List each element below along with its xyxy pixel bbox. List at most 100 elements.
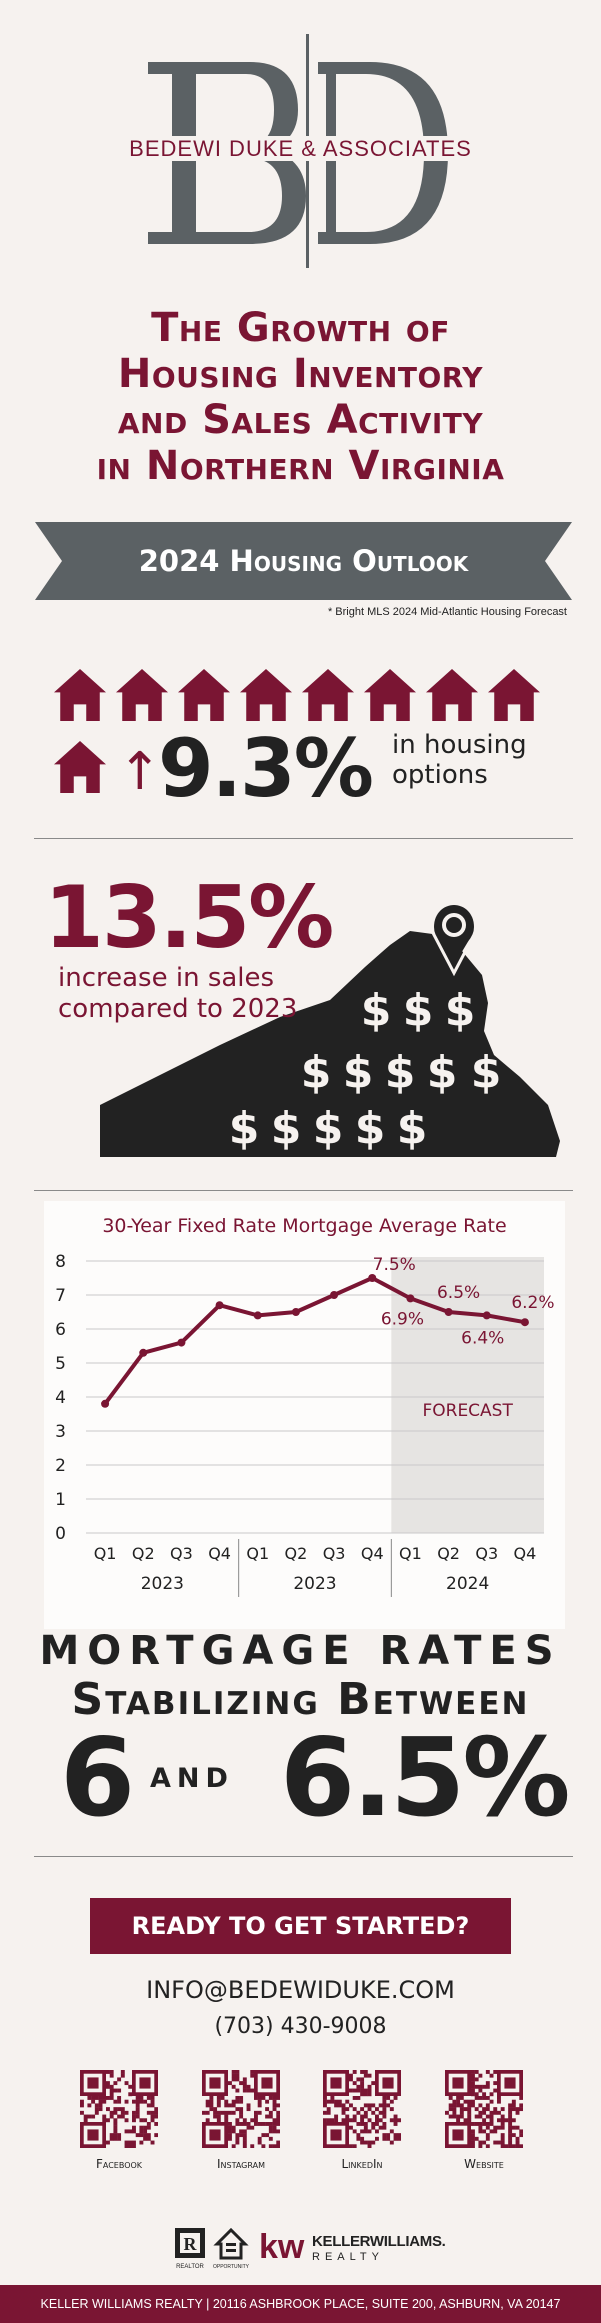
house-icon (116, 669, 168, 721)
y-tick-label: 7 (55, 1286, 66, 1306)
dollar-sign-icon: $ (471, 1047, 502, 1098)
page-title: The Growth of Housing Inventory and Sale… (0, 305, 601, 489)
inventory-percent: 9.3% (158, 722, 374, 815)
house-icon (54, 741, 106, 793)
x-tick-label: Q3 (323, 1544, 346, 1563)
forecast-label: FORECAST (422, 1401, 513, 1421)
phone-link[interactable]: (703) 430-9008 (214, 2014, 387, 2039)
title-line: The Growth of (151, 305, 450, 351)
partner-sub: REALTY (312, 2251, 384, 2263)
data-point (253, 1311, 262, 1320)
house-icon (240, 669, 292, 721)
website-qr-code[interactable] (445, 2070, 523, 2148)
y-tick-label: 5 (55, 1354, 66, 1374)
houses-row (54, 669, 540, 793)
facebook-qr-code[interactable] (80, 2070, 158, 2148)
firm-name: BEDEWI DUKE & ASSOCIATES (123, 136, 478, 161)
y-tick-label: 6 (55, 1320, 66, 1340)
section-divider (34, 838, 573, 839)
data-point (215, 1301, 224, 1310)
section-divider (34, 1190, 573, 1191)
data-label: 7.5% (373, 1255, 416, 1275)
dollar-sign-icon: $ (427, 1047, 458, 1098)
dollar-sign-icon: $ (361, 985, 392, 1036)
instagram-qr-code[interactable] (202, 2070, 280, 2148)
dollar-sign-icon: $ (271, 1103, 302, 1154)
svg-text:R: R (184, 2234, 198, 2254)
dollar-sign-icon: $ (445, 985, 476, 1036)
x-group-label: 2024 (446, 1574, 489, 1594)
data-label: 6.4% (461, 1328, 504, 1348)
rate-high: 6.5% (280, 1716, 571, 1841)
y-tick-label: 8 (55, 1252, 66, 1272)
forecast-region (391, 1257, 544, 1533)
stabilizing-line1: Mortgage Rates (39, 1628, 562, 1674)
linkedin-qr-code[interactable] (323, 2070, 401, 2148)
kw-logo-icon: kw (259, 2228, 305, 2266)
data-label: 6.5% (437, 1283, 480, 1303)
rate-low: 6 (60, 1716, 136, 1841)
x-tick-label: Q2 (437, 1544, 460, 1563)
title-line: and Sales Activity (117, 397, 484, 443)
inventory-label: in housing options (392, 730, 527, 790)
data-point (368, 1274, 377, 1282)
title-line: in Northern Virginia (96, 443, 505, 489)
x-tick-label: Q3 (475, 1544, 498, 1563)
dollar-sign-icon: $ (385, 1047, 416, 1098)
stabilizing-line2: Stabilizing Between (71, 1674, 530, 1725)
data-point (482, 1311, 491, 1320)
data-point (330, 1291, 339, 1299)
inventory-label-line1: in housing (392, 730, 527, 760)
qr-label-linkedin: LinkedIn (341, 2157, 383, 2171)
x-tick-label: Q1 (246, 1544, 269, 1563)
dollar-sign-icon: $ (301, 1047, 332, 1098)
data-point (444, 1308, 453, 1316)
sales-percent: 13.5% (44, 868, 334, 968)
dollar-sign-icon: $ (355, 1103, 386, 1154)
qr-label-instagram: Instagram (216, 2157, 265, 2171)
x-tick-label: Q3 (170, 1544, 193, 1563)
get-started-button[interactable]: READY TO GET STARTED? (90, 1898, 511, 1954)
inventory-label-line2: options (392, 760, 488, 790)
qr-label-website: Website (464, 2157, 504, 2171)
x-tick-label: Q4 (208, 1544, 231, 1563)
svg-text:REALTOR: REALTOR (176, 2264, 204, 2270)
x-group-label: 2023 (293, 1574, 336, 1594)
partner-logos: R REALTOR OPPORTUNITY kw (175, 2227, 305, 2270)
dollar-sign-icon: $ (397, 1103, 428, 1154)
y-tick-label: 0 (55, 1524, 66, 1544)
y-tick-label: 3 (55, 1422, 66, 1442)
rate-chart: 0 1 2 3 4 5 6 7 8 FORECAST Q1 Q2 Q3 Q4 Q1 Q2 Q3 Q4 Q1 Q2 Q3 Q… (55, 1252, 555, 1597)
data-point (520, 1318, 529, 1327)
data-label: 6.2% (511, 1293, 554, 1313)
sales-label-line2: compared to 2023 (58, 994, 298, 1024)
virginia-map-icon (100, 905, 560, 1157)
dollar-signs: $ $ $$ $ $ $ $$ $ $ $ $ (229, 985, 502, 1154)
data-point (139, 1348, 148, 1357)
outlook-banner (35, 522, 572, 600)
data-point (406, 1294, 415, 1303)
dollar-sign-icon: $ (343, 1047, 374, 1098)
realtor-icon: R REALTOR (175, 2228, 205, 2270)
data-label: 6.9% (381, 1309, 424, 1329)
svg-text:OPPORTUNITY: OPPORTUNITY (213, 2264, 250, 2270)
house-icon (364, 669, 416, 721)
y-tick-label: 2 (55, 1456, 66, 1476)
x-tick-label: Q1 (94, 1544, 117, 1563)
x-tick-label: Q2 (285, 1544, 308, 1563)
data-point (291, 1308, 300, 1316)
title-line: Housing Inventory (117, 351, 484, 397)
y-tick-label: 4 (55, 1388, 66, 1408)
up-arrow-icon: ↑ (118, 742, 162, 802)
house-icon (426, 669, 478, 721)
source-note: * Bright MLS 2024 Mid-Atlantic Housing F… (327, 606, 567, 618)
house-icon (178, 669, 230, 721)
house-icon (488, 669, 540, 721)
data-point (177, 1338, 186, 1347)
email-link[interactable]: INFO@BEDEWIDUKE.COM (146, 1976, 455, 2004)
x-tick-label: Q4 (514, 1544, 537, 1563)
x-group-label: 2023 (141, 1574, 184, 1594)
y-tick-label: 1 (55, 1490, 66, 1510)
qr-label-facebook: Facebook (95, 2157, 143, 2171)
data-point (101, 1399, 110, 1408)
